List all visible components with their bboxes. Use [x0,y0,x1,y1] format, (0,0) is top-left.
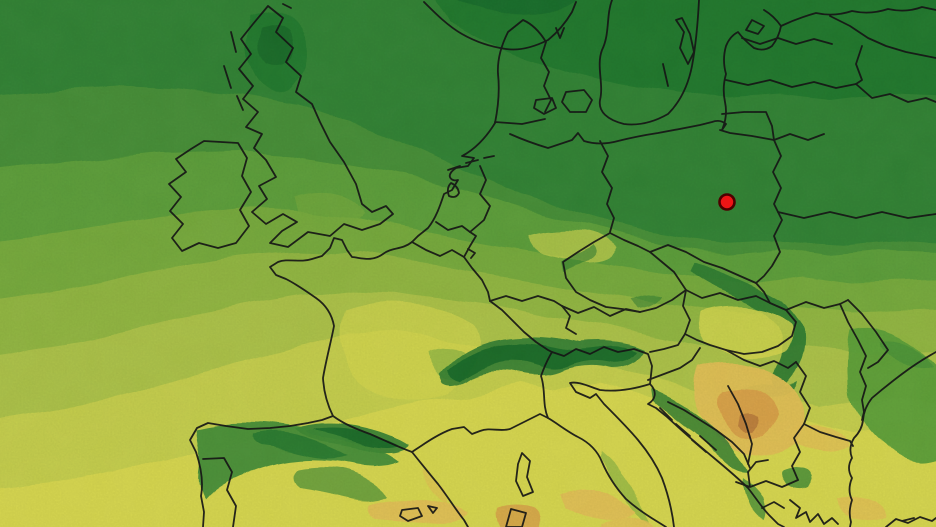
islands-balearic [399,505,438,522]
border-bulgaria-greece [735,459,799,488]
coast-sweden-south [598,0,700,126]
border-france-spain-pyrenees [332,415,413,453]
island-corsica [515,452,534,497]
coast-norway-south [423,1,577,51]
border-france-switzerland [489,300,553,353]
border-poland-slovakia-carpathian [649,244,757,284]
location-marker-dot [718,193,736,211]
borders-and-coastlines [168,0,936,527]
border-belgium-netherlands [435,221,471,233]
border-serbia-bulgaria [791,423,805,481]
border-bosnia-serbia [725,349,797,465]
border-belarus-ukraine [777,211,936,219]
islands-hebrides [223,3,292,111]
border-germany-poland-oder [599,140,615,233]
islands-frisian [447,155,495,171]
border-lithuania-latvia [725,79,857,89]
border-serbia-romania [795,361,811,425]
border-switzerland-germany [489,295,563,307]
coast-croatia-adriatic [647,383,785,527]
coast-greece-aegean [761,499,839,525]
coast-baltic-south [509,119,727,149]
border-poland-east [755,139,783,284]
island-gotland [662,17,695,87]
coast-ireland [168,140,252,252]
border-poland-kaliningrad [719,111,775,141]
border-slovenia-croatia [647,347,701,381]
border-moldova-prut [839,303,867,421]
border-switzerland-austria [561,305,577,335]
border-luxembourg [467,248,476,259]
coast-italy-west [547,417,667,527]
coast-estonia-north [780,6,936,27]
location-marker [718,193,736,211]
island-saaremaa [745,19,765,35]
coast-france-mediterranean [411,413,549,453]
border-belarus-russia [855,83,936,103]
coast-italy-adriatic [569,381,675,527]
coast-great-britain [238,5,394,248]
border-ukraine-romania [785,299,849,311]
island-sardinia [505,508,527,527]
coast-france-biscay-iberia [189,237,413,527]
coast-baltic-east [721,9,782,131]
border-latvia-russia [855,45,863,85]
border-lithuania-belarus [773,133,825,141]
border-hungary-east-south [684,302,797,355]
strait-bosphorus [885,516,936,527]
border-france-belgium [411,241,465,258]
border-austria-hungary [682,289,691,335]
lake-ijsselmeer [446,182,460,198]
border-romania-bulgaria-danube [803,423,854,447]
border-belgium-germany [463,231,477,258]
border-denmark-germany [494,118,546,125]
border-estonia-russia [829,15,936,59]
border-germany-france-rhine [463,256,491,302]
border-portugal-spain [202,457,237,527]
border-germany-austria-danube [561,305,641,317]
coast-north-sea-continent [411,122,496,243]
border-moldova-dniester [847,299,889,369]
coast-denmark-jutland [494,19,552,124]
border-slovakia-hungary [685,282,771,304]
border-latvia-estonia [741,37,833,45]
border-alps-italy [540,346,653,419]
island-zealand [561,89,593,113]
border-netherlands-germany [469,165,491,233]
border-austria-slovenia [649,333,686,353]
border-croatia-bosnia [667,401,751,469]
islands-dalmatian [659,407,717,453]
coast-spain-mediterranean [411,451,469,527]
coast-black-sea-west [848,351,936,527]
island-funen [533,97,557,115]
